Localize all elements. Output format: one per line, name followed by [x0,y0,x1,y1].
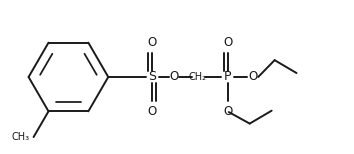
Text: O: O [223,36,233,49]
Text: O: O [148,105,157,118]
Text: CH₂: CH₂ [189,72,207,82]
Text: P: P [224,71,232,83]
Text: S: S [148,71,156,83]
Text: O: O [169,71,179,83]
Text: O: O [223,105,233,118]
Text: O: O [148,36,157,49]
Text: O: O [248,71,257,83]
Text: CH₃: CH₃ [11,132,30,142]
